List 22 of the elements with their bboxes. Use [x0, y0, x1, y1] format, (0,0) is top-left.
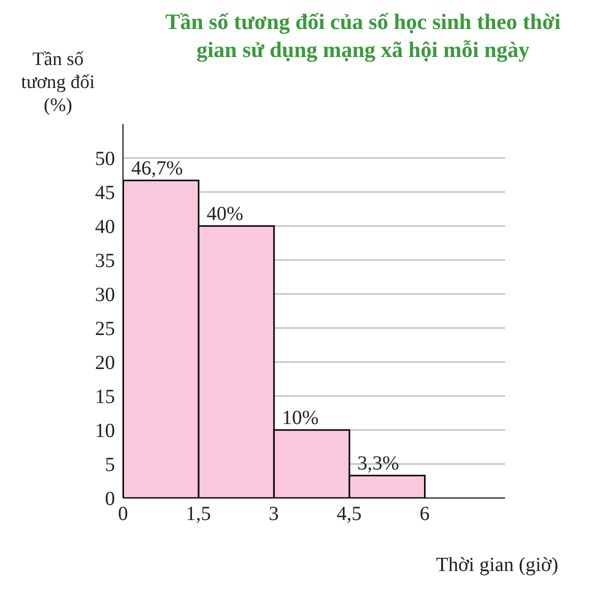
x-tick-label: 3	[268, 503, 279, 526]
x-axis-title: Thời gian (giờ)	[436, 554, 558, 577]
y-tick-label: 5	[105, 454, 115, 476]
y-tick-label: 35	[95, 250, 115, 272]
data-label: 3,3%	[357, 452, 400, 475]
data-label: 40%	[206, 203, 244, 225]
y-tick-label: 25	[95, 318, 115, 340]
y-tick-label: 40	[95, 216, 115, 238]
x-tick-label: 6	[420, 503, 430, 526]
x-tick-label: 1,5	[186, 503, 211, 526]
y-tick-label: 10	[95, 420, 115, 442]
y-tick-label: 45	[95, 182, 115, 204]
y-tick-label: 30	[95, 284, 115, 306]
chart-title: Tần số tương đối của số học sinh theo thời gian sử dụng mạng xã hội mỗi ngày	[164, 8, 562, 64]
y-tick-label: 50	[95, 148, 115, 170]
y-axis-title: Tần số tương đối (%)	[20, 48, 96, 117]
data-label: 46,7%	[131, 157, 183, 180]
data-label: 10%	[282, 407, 319, 429]
y-tick-label: 0	[105, 488, 115, 510]
y-tick-label: 15	[95, 386, 115, 408]
y-tick-label: 20	[95, 352, 115, 374]
x-tick-label: 4,5	[336, 503, 362, 526]
